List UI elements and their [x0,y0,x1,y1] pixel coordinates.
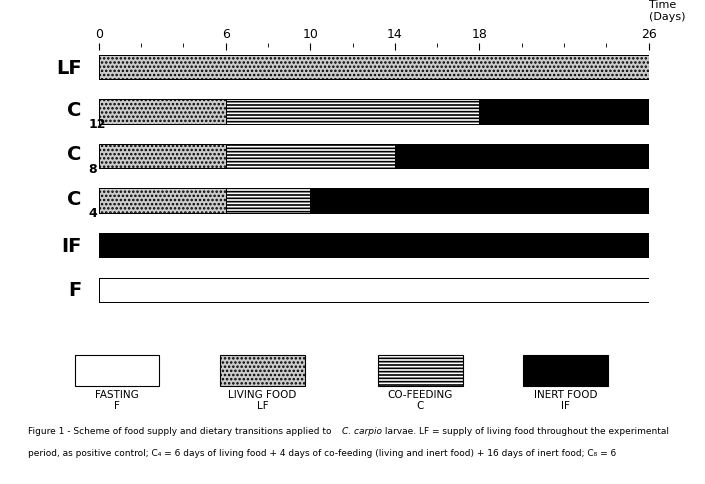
Text: F: F [114,400,120,410]
Bar [99,278,649,302]
Bar [99,145,226,169]
Text: 8: 8 [88,162,97,175]
Text: C: C [68,101,82,120]
Bar [226,100,479,125]
Text: Figure 1 - Scheme of food supply and dietary transitions applied to: Figure 1 - Scheme of food supply and die… [28,426,335,435]
Bar [99,189,649,213]
Bar [99,56,649,80]
Bar [99,233,649,258]
Text: LF: LF [56,59,82,77]
Bar [220,355,305,386]
Bar [378,355,462,386]
Bar [523,355,608,386]
Bar [479,100,649,125]
Text: C: C [68,145,82,164]
Bar [99,189,226,213]
Text: Time
(Days): Time (Days) [649,0,685,22]
Text: C: C [68,190,82,209]
Bar [99,100,649,125]
Bar [226,145,395,169]
Text: IF: IF [561,400,570,410]
Bar [75,355,159,386]
Text: FASTING: FASTING [95,389,139,399]
Text: IF: IF [61,236,82,255]
Bar [99,100,226,125]
Text: F: F [68,281,82,300]
Bar [99,145,649,169]
Text: CO-FEEDING: CO-FEEDING [388,389,453,399]
Text: larvae. LF = supply of living food throughout the experimental: larvae. LF = supply of living food throu… [382,426,669,435]
Bar [99,233,649,258]
Text: LF: LF [257,400,269,410]
Bar [99,278,649,302]
Text: INERT FOOD: INERT FOOD [534,389,597,399]
Text: LIVING FOOD: LIVING FOOD [228,389,297,399]
Bar [395,145,649,169]
Bar [310,189,649,213]
Bar [99,56,649,80]
Text: 12: 12 [88,118,106,131]
Bar [226,189,310,213]
Text: period, as positive control; C₄ = 6 days of living food + 4 days of co-feeding (: period, as positive control; C₄ = 6 days… [28,448,616,457]
Text: C. carpio: C. carpio [342,426,382,435]
Text: C: C [417,400,424,410]
Text: 4: 4 [88,207,97,220]
